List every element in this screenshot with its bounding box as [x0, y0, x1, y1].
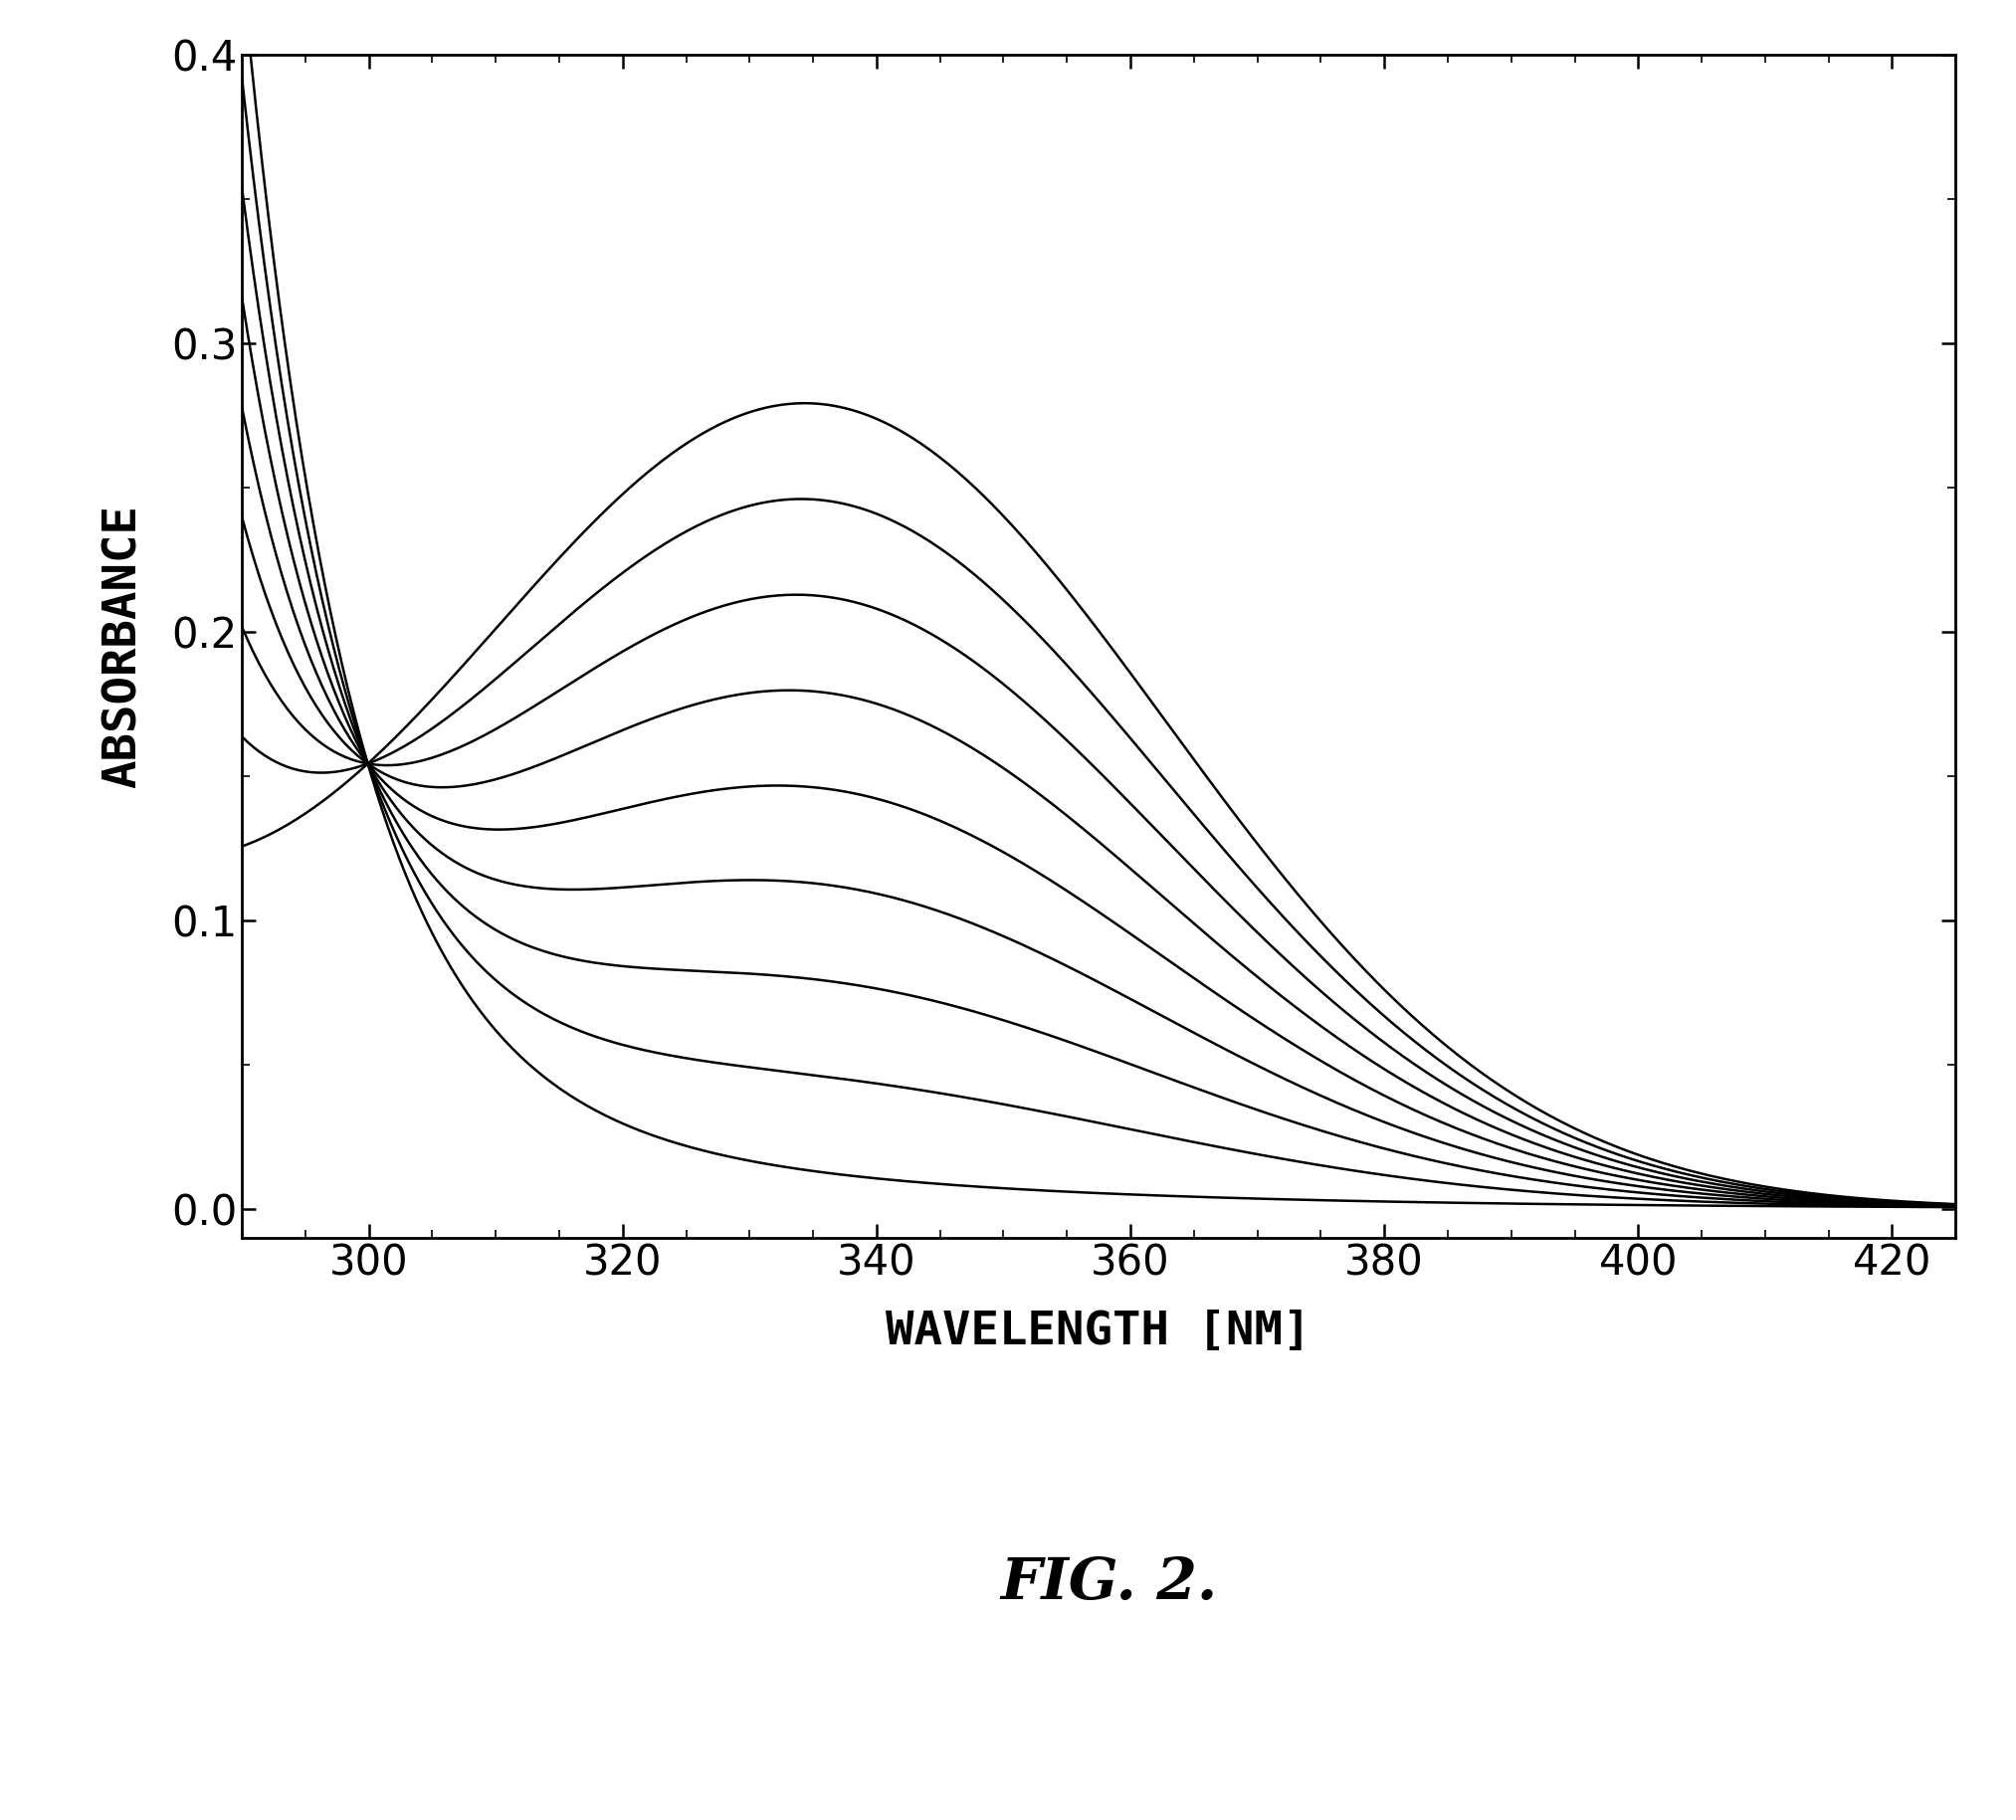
Y-axis label: ABSORBANCE: ABSORBANCE	[101, 504, 145, 788]
Text: FIG. 2.: FIG. 2.	[1000, 1556, 1218, 1611]
X-axis label: WAVELENGTH [NM]: WAVELENGTH [NM]	[885, 1309, 1312, 1354]
